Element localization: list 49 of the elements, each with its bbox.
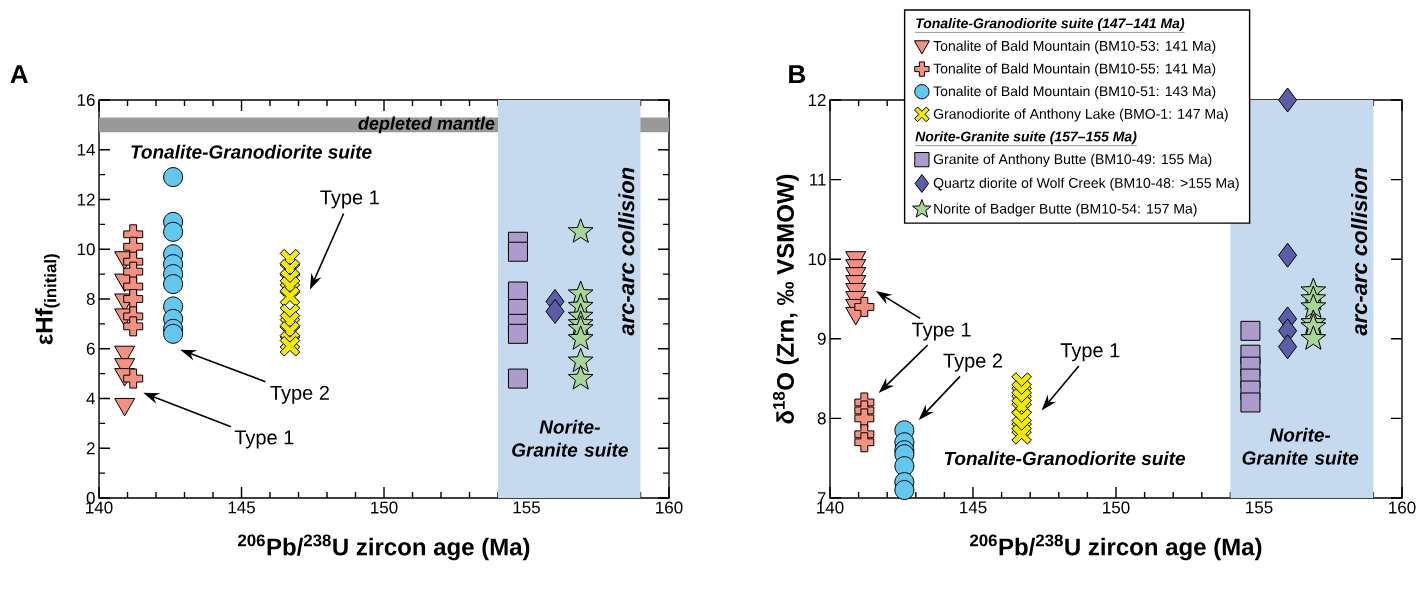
x-axis-title: $^{206}$Pb/$^{238}$U zircon age (Ma): [238, 534, 530, 561]
legend-label: Tonalite of Bald Mountain (BM10-55: 141 Ma): [933, 63, 1216, 77]
legend-label: Norite of Badger Butte (BM10-54: 157 Ma): [934, 203, 1197, 217]
y-tick-label: 12: [77, 193, 95, 206]
legend-label: Granite of Anthony Butte (BM10-49: 155 Ma): [933, 153, 1212, 167]
legend-label: Tonalite of Bald Mountain (BM10-53: 141 Ma): [933, 40, 1216, 54]
y-tick-label: 11: [810, 173, 826, 186]
y-axis-title: δ$^{18}$O (Zrn, ‰ VSMOW): [772, 174, 799, 424]
y-tick-label: 10: [808, 253, 826, 266]
y-tick-label: 8: [86, 292, 95, 306]
y-tick-label: 16: [77, 93, 95, 107]
band-label: arc-arc collision: [1351, 167, 1368, 336]
y-tick-label: 8: [817, 412, 826, 425]
x-axis-title: $^{206}$Pb/$^{238}$U zircon age (Ma): [970, 534, 1262, 561]
legend-label: Granodiorite of Anthony Lake (BMO-1: 147 Ma): [933, 108, 1228, 122]
band-label: arc-arc collision: [618, 167, 635, 336]
text: Tonalite-Granodiorite suite (147–141 Ma): [916, 17, 1185, 31]
band-label: depleted mantle: [358, 116, 495, 134]
x-tick-label: 160: [656, 501, 683, 514]
y-tick-label: 10: [77, 243, 95, 256]
x-tick-label: 160: [1389, 501, 1416, 514]
annotation: Norite-Granite suite: [512, 419, 628, 457]
annotation: Tonalite-Granodiorite suite: [944, 451, 1186, 466]
annotation: Tonalite-Granodiorite suite: [131, 144, 372, 159]
x-tick-label: 150: [1103, 501, 1130, 514]
chart-title: A: [10, 65, 28, 84]
annotation: Type 2: [943, 353, 1002, 372]
y-tick-label: 12: [808, 94, 826, 106]
annotation: Type 1: [911, 322, 971, 341]
chart-title: B: [789, 65, 806, 84]
y-tick-label: 14: [77, 143, 95, 156]
y-axis-title: εHf$_{(initial)}$: [35, 254, 60, 345]
x-tick-label: 145: [228, 501, 255, 514]
annotation: Type 1: [1060, 343, 1120, 362]
x-tick-label: 150: [371, 501, 398, 514]
x-tick-label: 155: [1246, 501, 1273, 514]
annotation: Type 1: [234, 430, 294, 449]
x-tick-label: 155: [513, 501, 540, 514]
annotation: Type 2: [270, 385, 329, 404]
annotation: Norite-Granite suite: [1242, 427, 1359, 465]
annotation: Type 1: [320, 190, 379, 209]
y-tick-label: 4: [86, 392, 95, 405]
y-tick-label: 9: [817, 332, 826, 345]
legend-label: Tonalite of Bald Mountain (BM10-51: 143 Ma): [933, 85, 1216, 99]
y-tick-label: 6: [86, 342, 95, 355]
annotation: Norite-Granite suite (157–155 Ma): [915, 131, 1137, 145]
legend-label: Quartz diorite of Wolf Creek (BM10-48: >155 Ma): [933, 177, 1239, 191]
x-tick-label: 145: [960, 501, 987, 514]
y-tick-label: 2: [86, 442, 95, 455]
